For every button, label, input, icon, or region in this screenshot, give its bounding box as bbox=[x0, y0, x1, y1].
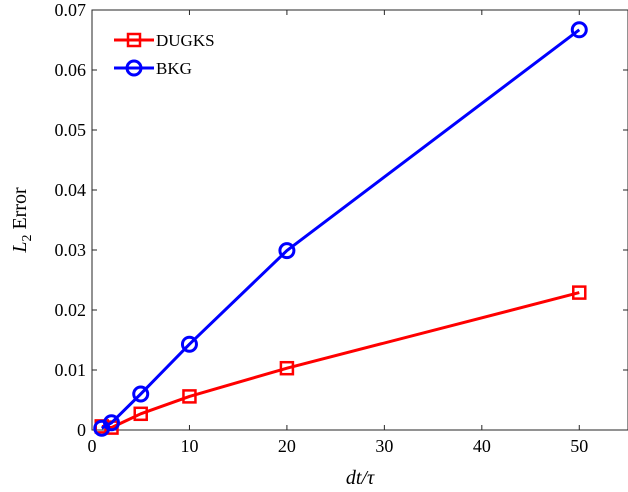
y-axis-label-sub: 2 bbox=[20, 235, 35, 242]
y-axis-label-main: L bbox=[9, 242, 31, 254]
x-tick-label: 0 bbox=[88, 436, 97, 456]
data-point-circle bbox=[102, 414, 120, 432]
legend-marker-square bbox=[126, 32, 142, 48]
legend-label: BKG bbox=[156, 59, 192, 78]
y-tick-label: 0.06 bbox=[55, 60, 87, 80]
data-point-circle bbox=[278, 242, 296, 260]
series-bkg bbox=[93, 21, 588, 437]
y-axis-label-rest: Error bbox=[9, 187, 31, 235]
series-dugks bbox=[94, 285, 587, 435]
legend-item-dugks: DUGKS bbox=[114, 31, 215, 50]
data-point-square bbox=[182, 389, 197, 404]
y-tick-label: 0.04 bbox=[55, 180, 87, 200]
x-tick-label: 30 bbox=[375, 436, 393, 456]
data-point-circle bbox=[132, 385, 150, 403]
x-axis-label: dt/τ bbox=[346, 467, 375, 489]
x-tick-label: 40 bbox=[473, 436, 491, 456]
legend-item-bkg: BKG bbox=[114, 59, 192, 78]
x-tick-label: 10 bbox=[180, 436, 198, 456]
data-point-square bbox=[572, 285, 587, 300]
axes-layer: 0 10 20 30 40 50 0 0.01 0.02 0.03 0.04 0.05 0.06 0.07 bbox=[55, 0, 628, 456]
x-tick-label: 50 bbox=[570, 436, 588, 456]
y-tick-label: 0.07 bbox=[55, 0, 87, 20]
data-point-circle bbox=[570, 21, 588, 39]
x-tick-label: 20 bbox=[278, 436, 296, 456]
data-point-square bbox=[133, 406, 148, 422]
y-tick-label: 0 bbox=[77, 420, 86, 440]
plot-frame bbox=[91, 9, 628, 431]
data-point-circle bbox=[180, 335, 198, 353]
y-tick-label: 0.02 bbox=[55, 300, 87, 320]
data-point-square bbox=[279, 360, 295, 376]
y-tick-label: 0.01 bbox=[55, 360, 87, 380]
legend-marker-circle bbox=[125, 59, 143, 77]
legend: DUGKS BKG bbox=[114, 31, 215, 78]
y-tick-label: 0.03 bbox=[55, 240, 87, 260]
legend-label: DUGKS bbox=[156, 31, 215, 50]
series-line-bkg bbox=[101, 28, 581, 430]
y-axis-label: L2 Error bbox=[9, 187, 35, 254]
series-layer bbox=[93, 21, 588, 437]
y-tick-label: 0.05 bbox=[55, 120, 87, 140]
